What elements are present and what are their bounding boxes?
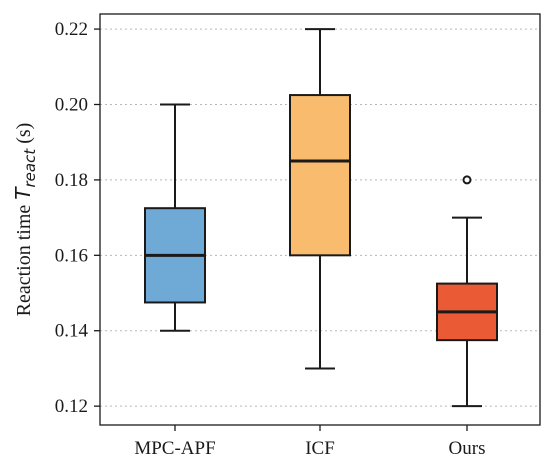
y-tick-label: 0.22 (55, 19, 88, 40)
x-tick-label: ICF (305, 438, 335, 459)
box-group-ours (436, 175, 498, 408)
box-iqr (289, 94, 351, 257)
y-axis-label-suffix: (s) (13, 123, 35, 149)
y-tick-label: 0.12 (55, 396, 88, 417)
y-tick-label: 0.14 (55, 321, 89, 342)
tick-layer: 0.12 0.14 0.16 0.18 0.20 0.22 MPC-APF ICF Ours (55, 19, 486, 459)
y-tick-label: 0.16 (55, 245, 88, 266)
y-axis-label-prefix: Reaction time (13, 200, 35, 317)
y-axis-label-symbol: T (11, 186, 35, 200)
box-group-icf (289, 28, 351, 370)
outlier-point (462, 175, 472, 185)
y-axis-label-subscript: react (21, 148, 39, 188)
x-tick-label: MPC-APF (134, 438, 215, 459)
y-tick-label: 0.20 (55, 94, 88, 115)
x-tick-label: Ours (449, 438, 486, 459)
box-layer (144, 28, 498, 408)
box-group-mpc-apf (144, 103, 206, 332)
y-tick-label: 0.18 (55, 170, 88, 191)
y-axis-label: Reaction time Treact (s) (11, 123, 39, 317)
